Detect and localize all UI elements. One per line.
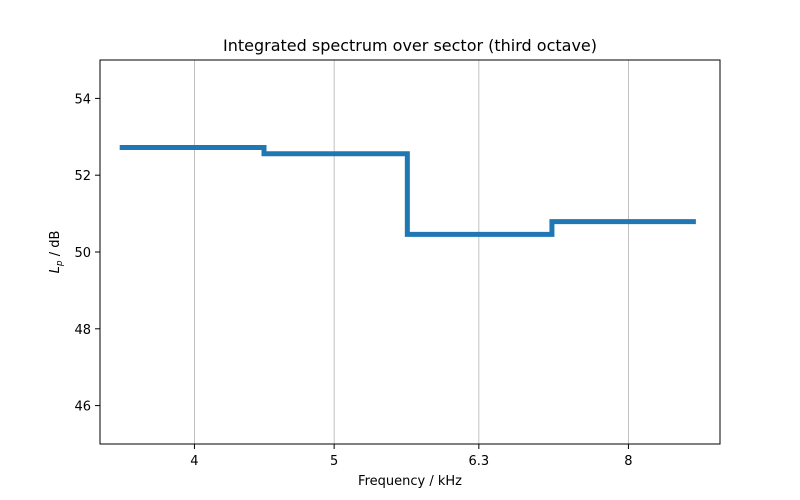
y-tick-label: 46 xyxy=(74,400,91,415)
y-tick-label: 50 xyxy=(74,246,91,261)
y-tick-label: 52 xyxy=(74,169,91,184)
x-tick-label: 4 xyxy=(190,454,198,469)
x-tick-label: 5 xyxy=(330,454,338,469)
y-axis-label-rest: / dB xyxy=(48,231,63,261)
x-tick-label: 6.3 xyxy=(469,454,490,469)
x-axis-label: Frequency / kHz xyxy=(358,474,462,489)
y-tick-label: 54 xyxy=(74,92,91,107)
y-tick-label: 48 xyxy=(74,323,91,338)
series-line xyxy=(119,145,696,237)
x-tick-label: 8 xyxy=(624,454,632,469)
tick-layer: 4 5 6.3 8 46 48 50 52 54 xyxy=(74,92,632,469)
y-axis-label-sub: p xyxy=(55,260,65,267)
chart-title: Integrated spectrum over sector (third o… xyxy=(223,36,597,55)
grid-layer xyxy=(194,60,629,444)
y-axis-label-main: L xyxy=(48,266,63,273)
plot-layer xyxy=(119,145,696,237)
y-axis-label: Lp / dB xyxy=(48,231,65,274)
axes-frame xyxy=(99,59,721,445)
